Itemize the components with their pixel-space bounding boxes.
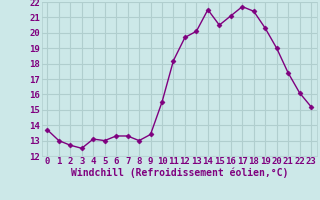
X-axis label: Windchill (Refroidissement éolien,°C): Windchill (Refroidissement éolien,°C): [70, 168, 288, 178]
